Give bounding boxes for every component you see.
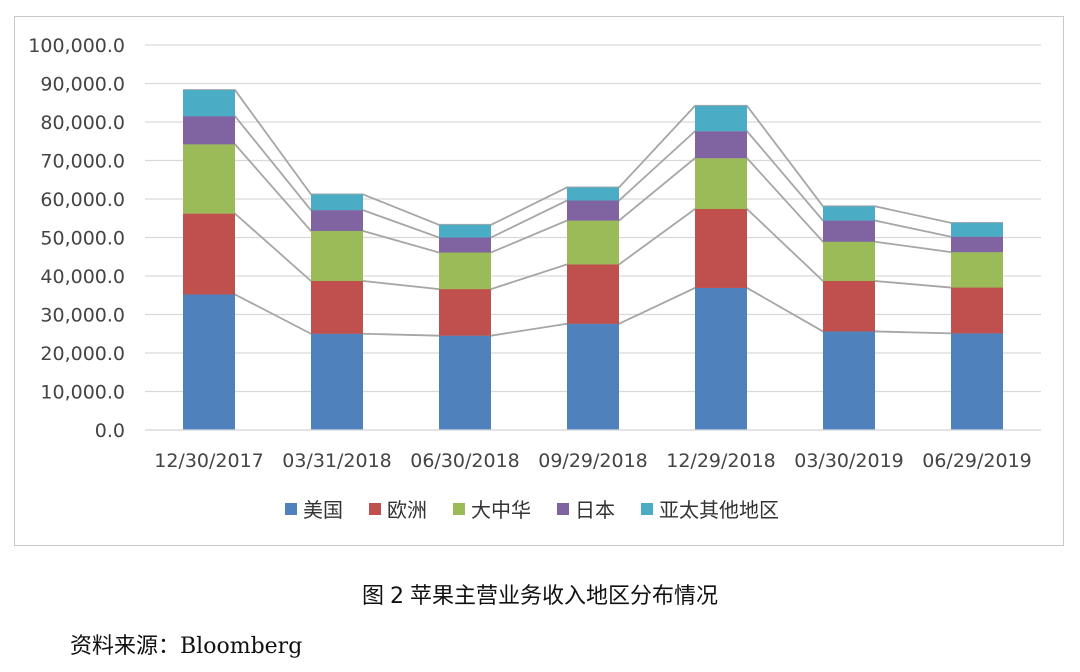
legend-label: 大中华 xyxy=(471,498,531,522)
y-tick-label: 70,000.0 xyxy=(40,151,125,173)
legend-label: 美国 xyxy=(303,498,343,522)
bar-segment xyxy=(311,210,363,231)
y-tick-label: 100,000.0 xyxy=(28,35,125,57)
caption-number: 2 xyxy=(390,584,404,609)
bar-segment xyxy=(183,144,235,214)
bar-segment xyxy=(439,224,491,238)
y-tick-label: 90,000.0 xyxy=(40,74,125,96)
y-tick-label: 60,000.0 xyxy=(40,189,125,211)
bar-segment xyxy=(695,209,747,288)
x-tick-label: 12/29/2018 xyxy=(666,450,776,472)
legend-swatch xyxy=(557,503,569,515)
x-tick-label: 09/29/2018 xyxy=(538,450,648,472)
source-name: Bloomberg xyxy=(180,634,303,659)
bar-segment xyxy=(311,333,363,430)
bar-segment xyxy=(567,220,619,265)
bar-segment xyxy=(823,241,875,282)
bar-segment xyxy=(439,289,491,336)
source-label: 资料来源： xyxy=(70,634,181,659)
y-tick-label: 40,000.0 xyxy=(40,266,125,288)
source-note: 资料来源：Bloomberg xyxy=(70,628,302,660)
bar-segment xyxy=(311,194,363,211)
bar-segment xyxy=(951,236,1003,253)
y-tick-label: 0.0 xyxy=(95,420,125,442)
bar-segment xyxy=(951,252,1003,288)
bar-segment xyxy=(951,333,1003,430)
legend-label: 日本 xyxy=(575,498,615,522)
bar-segment xyxy=(695,287,747,430)
bar-segment xyxy=(183,294,235,430)
bar-segment xyxy=(183,116,235,145)
caption-text: 苹果主营业务收入地区分布情况 xyxy=(410,584,719,609)
bar-segment xyxy=(439,335,491,430)
bar-segment xyxy=(951,287,1003,334)
x-tick-label: 03/31/2018 xyxy=(282,450,392,472)
bar-segment xyxy=(951,222,1003,237)
bar-segment xyxy=(823,331,875,430)
chart-frame: 0.0 10,000.0 20,000.0 30,000.0 40,000.0 50,00… xyxy=(14,16,1064,546)
y-tick-label: 30,000.0 xyxy=(40,305,125,327)
bar-segment xyxy=(311,230,363,282)
bar-segment xyxy=(183,90,235,117)
bar-segment xyxy=(823,281,875,332)
x-tick-label: 03/30/2019 xyxy=(794,450,904,472)
bar-segment xyxy=(823,220,875,242)
bar-segment xyxy=(439,252,491,290)
y-tick-label: 10,000.0 xyxy=(40,382,125,404)
bar-segment xyxy=(823,206,875,221)
y-tick-label: 80,000.0 xyxy=(40,112,125,134)
bar-segment xyxy=(567,187,619,201)
bar-segment xyxy=(183,213,235,295)
legend-swatch xyxy=(453,503,465,515)
y-tick-label: 20,000.0 xyxy=(40,343,125,365)
bar-segment xyxy=(695,158,747,210)
legend-label: 亚太其他地区 xyxy=(659,498,779,522)
bar-segment xyxy=(567,200,619,221)
legend-label: 欧洲 xyxy=(387,498,427,522)
bar-segment xyxy=(695,105,747,132)
legend-swatch xyxy=(641,503,653,515)
bar-segment xyxy=(439,237,491,253)
legend-swatch xyxy=(369,503,381,515)
bar-segment xyxy=(567,264,619,324)
x-tick-label: 06/30/2018 xyxy=(410,450,520,472)
figure-caption: 图 2 苹果主营业务收入地区分布情况 xyxy=(0,578,1080,610)
x-tick-label: 12/30/2017 xyxy=(154,450,264,472)
bar-segment xyxy=(695,131,747,159)
bar-segment xyxy=(311,281,363,334)
bar-segment xyxy=(567,323,619,430)
stacked-bar-chart: 0.0 10,000.0 20,000.0 30,000.0 40,000.0 50,00… xyxy=(28,35,1041,522)
legend-swatch xyxy=(285,503,297,515)
x-tick-label: 06/29/2019 xyxy=(922,450,1032,472)
y-tick-label: 50,000.0 xyxy=(40,228,125,250)
caption-prefix: 图 xyxy=(361,584,384,609)
